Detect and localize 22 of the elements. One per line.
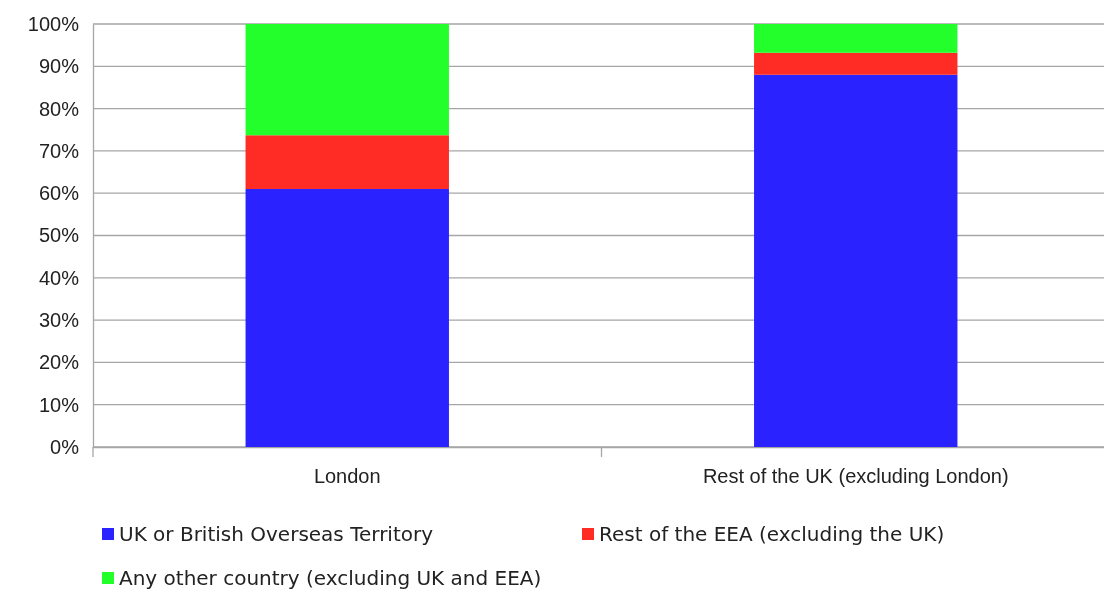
y-tick-label: 10% xyxy=(38,393,80,416)
y-tick-label: 30% xyxy=(38,309,80,331)
x-tick-label: London xyxy=(313,465,381,488)
y-tick-label: 100% xyxy=(27,12,80,35)
legend-label: UK or British Overseas Territory xyxy=(119,522,434,546)
bar xyxy=(245,24,449,136)
y-tick-label: 80% xyxy=(38,97,80,120)
bar xyxy=(245,135,449,189)
legend-label: Any other country (excluding UK and EEA) xyxy=(119,566,542,590)
y-tick-label: 70% xyxy=(38,139,80,162)
bar xyxy=(754,52,958,75)
y-tick-label: 20% xyxy=(38,351,80,374)
bar xyxy=(754,24,958,53)
y-tick-label: 60% xyxy=(38,182,80,205)
legend-label: Rest of the EEA (excluding the UK) xyxy=(599,522,945,546)
bar xyxy=(245,188,449,447)
y-tick-label: 40% xyxy=(38,266,80,289)
y-tick-label: 50% xyxy=(38,224,80,247)
y-tick-label: 90% xyxy=(38,55,80,78)
y-tick-label: 0% xyxy=(50,435,80,458)
bar xyxy=(754,74,958,447)
x-tick-label: Rest of the UK (excluding London) xyxy=(702,465,1009,488)
